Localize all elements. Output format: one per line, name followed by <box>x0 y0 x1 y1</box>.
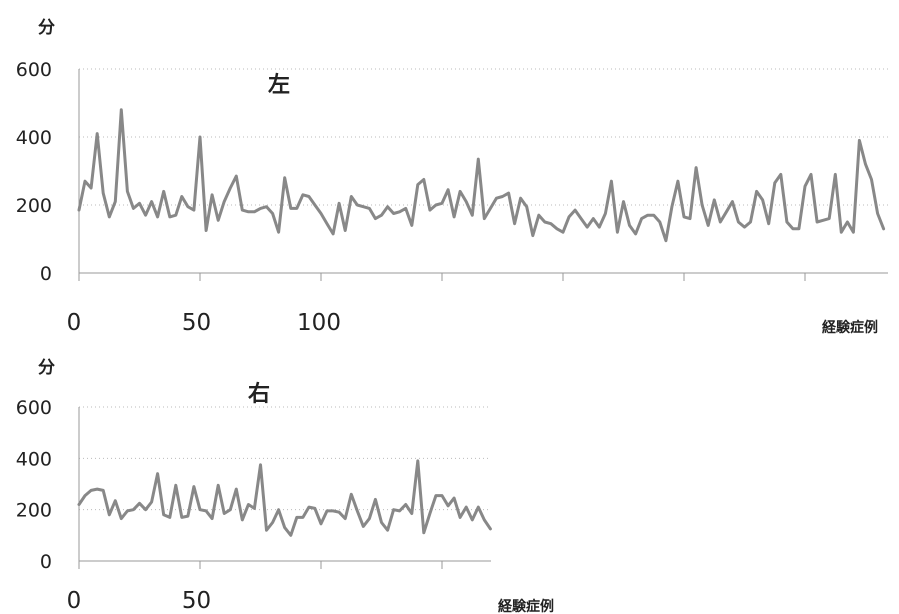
left-chart-x-tick-label: 100 <box>297 310 341 336</box>
right-chart-y-tick-label: 400 <box>16 448 52 470</box>
right-chart-y-tick-label: 600 <box>16 397 52 419</box>
left-chart-y-unit: 分 <box>38 18 55 38</box>
left-chart-y-tick-label: 0 <box>40 263 52 285</box>
right-chart-series-line <box>77 459 492 537</box>
left-chart-x-tick-label: 50 <box>182 310 211 336</box>
left-chart-series-line <box>77 108 886 243</box>
left-chart-y-tick-label: 600 <box>16 59 52 81</box>
right-chart-x-tick-label: 0 <box>67 588 82 614</box>
right-chart-y-unit: 分 <box>38 358 55 378</box>
left-chart-y-tick-label: 200 <box>16 195 52 217</box>
left-chart-x-label: 経験症例 <box>822 319 878 336</box>
left-chart-title: 左 <box>268 72 290 98</box>
right-chart-title: 右 <box>248 382 270 407</box>
right-chart-y-tick-label: 0 <box>40 551 52 573</box>
left-chart-y-tick-label: 400 <box>16 127 52 149</box>
left-chart-x-tick-label: 0 <box>67 310 82 336</box>
right-chart-y-tick-label: 200 <box>16 500 52 522</box>
right-chart-x-tick-label: 50 <box>182 588 211 614</box>
right-chart-x-label: 経験症例 <box>498 598 554 614</box>
